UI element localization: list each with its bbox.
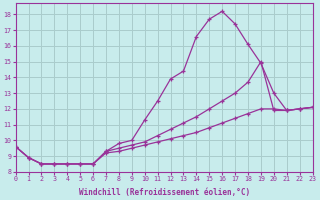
X-axis label: Windchill (Refroidissement éolien,°C): Windchill (Refroidissement éolien,°C) xyxy=(78,188,250,197)
